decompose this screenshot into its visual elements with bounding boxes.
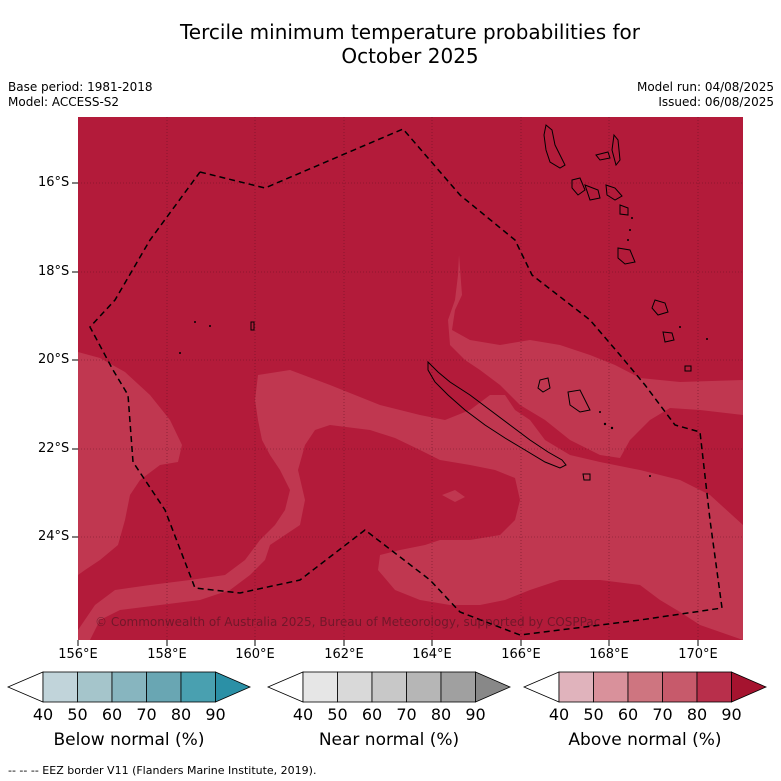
lon-label-162e: 162°E [324, 647, 364, 662]
tick: 50 [67, 705, 88, 724]
lat-label-16s: 16°S [38, 175, 70, 190]
title-line-2: October 2025 [341, 44, 479, 68]
colorbar-near-label: Near normal (%) [318, 730, 460, 750]
loyalty-island-2 [567, 389, 591, 413]
colorbar-above [522, 671, 768, 703]
meta-right: Model run: 04/08/2025 Issued: 06/08/2025 [637, 80, 774, 110]
tick: 90 [205, 705, 226, 724]
tick: 50 [327, 705, 348, 724]
colorbar-below-lower-arrow [6, 671, 44, 703]
issued-date: Issued: 06/08/2025 [658, 95, 774, 109]
lat-label-18s: 18°S [38, 264, 70, 279]
tick: 70 [652, 705, 673, 724]
lon-label-170e: 170°E [678, 647, 718, 662]
lat-label-20s: 20°S [38, 352, 70, 367]
colorbar-above-lower-arrow [522, 671, 560, 703]
vanuatu-8 [617, 247, 636, 265]
model-name: Model: ACCESS-S2 [8, 95, 120, 109]
tick: 80 [686, 705, 708, 724]
base-period: Base period: 1981-2018 [8, 80, 153, 94]
copyright-notice: © Commonwealth of Australia 2025, Bureau… [95, 615, 601, 629]
colorbar-below [6, 671, 252, 703]
vanuatu-3 [611, 133, 621, 167]
tick: 60 [617, 705, 639, 724]
lon-label-166e: 166°E [501, 647, 541, 662]
tick: 70 [136, 705, 157, 724]
colorbar-below-label: Below normal (%) [53, 730, 205, 750]
meta-left: Base period: 1981-2018 Model: ACCESS-S2 [8, 80, 153, 110]
title-line-1: Tercile minimum temperature probabilitie… [179, 20, 641, 44]
chart-title: Tercile minimum temperature probabilitie… [0, 20, 781, 68]
lat-label-24s: 24°S [38, 529, 70, 544]
vanuatu-2 [595, 151, 611, 161]
tick: 70 [396, 705, 417, 724]
vanuatu-6 [605, 184, 623, 201]
vanuatu-5 [584, 184, 601, 201]
lon-label-168e: 168°E [589, 647, 629, 662]
lon-label-164e: 164°E [412, 647, 452, 662]
tick: 80 [170, 705, 192, 724]
grid-lines [78, 117, 743, 640]
eez-footer-note: -- -- -- EEZ border V11 (Flanders Marine… [8, 764, 317, 777]
tick: 80 [430, 705, 452, 724]
new-caledonia [427, 360, 567, 469]
probability-region-70-80-north [448, 255, 743, 458]
vanuatu-4 [571, 177, 586, 196]
model-run: Model run: 04/08/2025 [636, 80, 774, 94]
chesterfield [250, 321, 255, 331]
vanuatu-espiritu [543, 124, 566, 169]
lon-label-156e: 156°E [58, 647, 98, 662]
small-islets [179, 217, 708, 477]
hunter-island [662, 331, 675, 343]
coastlines [250, 124, 692, 481]
tick: 40 [292, 705, 314, 724]
tick: 50 [583, 705, 604, 724]
tick: 40 [548, 705, 570, 724]
probability-region-70-80-west [78, 352, 182, 575]
tick: 90 [465, 705, 486, 724]
tick: 60 [361, 705, 383, 724]
colorbar-near-lower-arrow [266, 671, 304, 703]
tick: 40 [32, 705, 54, 724]
axis-ticks [72, 182, 699, 646]
probability-region-70-80-spot [442, 490, 465, 502]
isle-of-pines [582, 473, 591, 481]
colorbar-near [266, 671, 512, 703]
eez-border [89, 128, 723, 636]
loyalty-island-1 [537, 377, 551, 393]
small-island-e [684, 365, 692, 372]
tick: 60 [101, 705, 123, 724]
colorbar-above-label: Above normal (%) [568, 730, 722, 750]
lon-label-158e: 158°E [147, 647, 187, 662]
lat-label-22s: 22°S [38, 441, 70, 456]
probability-region-70-80-center [78, 370, 743, 640]
lon-label-160e: 160°E [235, 647, 275, 662]
tick: 90 [721, 705, 742, 724]
matthew-island [651, 299, 669, 316]
vanuatu-7 [619, 204, 629, 216]
